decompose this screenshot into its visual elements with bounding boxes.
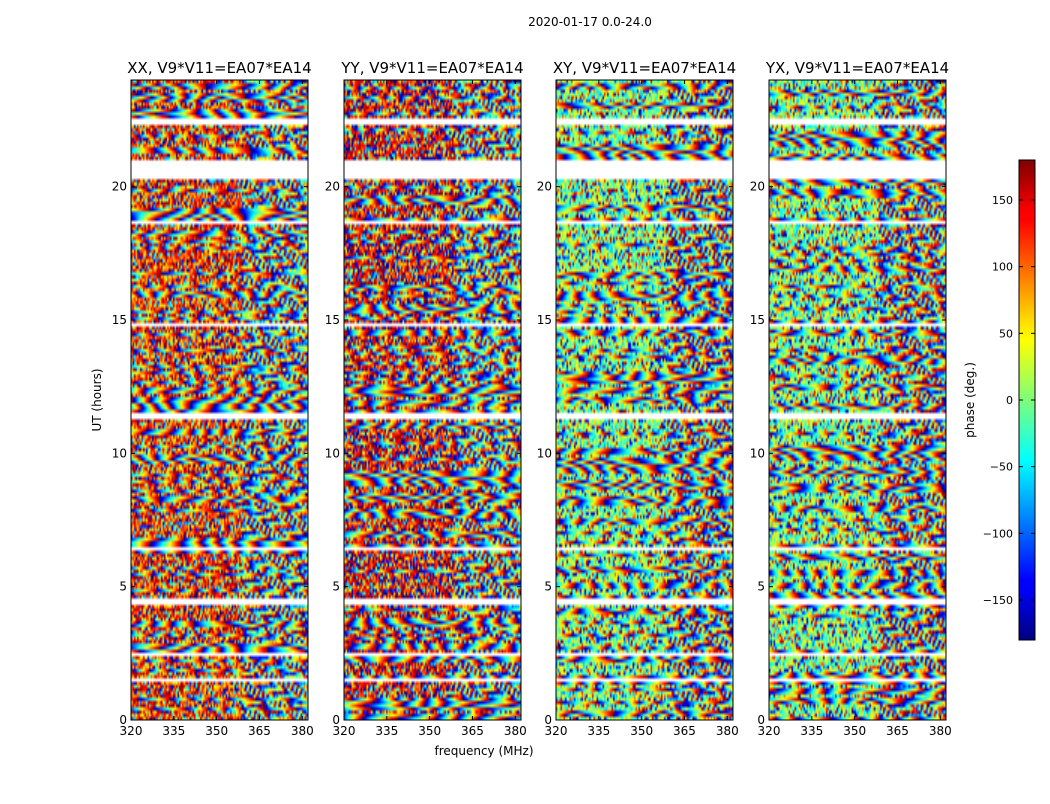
y-tick-label: 20 [112, 180, 127, 194]
y-tick-label: 15 [537, 313, 552, 327]
panel-frame [768, 79, 947, 721]
x-tick-label: 335 [800, 724, 823, 738]
x-tick-label: 365 [461, 724, 484, 738]
x-tick-label: 380 [504, 724, 527, 738]
y-tick-label: 5 [119, 580, 127, 594]
y-tick-label: 5 [332, 580, 340, 594]
y-tick-label: 0 [119, 713, 127, 727]
y-tick-label: 0 [757, 713, 765, 727]
x-tick-label: 350 [205, 724, 228, 738]
y-tick-label: 15 [325, 313, 340, 327]
x-tick-label: 380 [716, 724, 739, 738]
x-tick-label: 350 [843, 724, 866, 738]
panel-0: XX, V9*V11=EA07*EA14 320 335 350 365 380 0 5 10 1… [112, 59, 314, 738]
x-tick-label: 320 [333, 724, 356, 738]
panel-frame [130, 79, 309, 721]
panel-title: YX, V9*V11=EA07*EA14 [765, 59, 949, 77]
panel-2: XY, V9*V11=EA07*EA14 320 335 350 365 380 0 5 10 1… [537, 59, 739, 738]
y-tick-label: 20 [537, 180, 552, 194]
x-tick-label: 335 [587, 724, 610, 738]
y-tick-label: 10 [325, 446, 340, 460]
panel-heatmap [556, 80, 733, 720]
colorbar-tick-label: 100 [992, 261, 1013, 274]
figure-suptitle: 2020-01-17 0.0-24.0 [528, 15, 652, 29]
colorbar-tick-label: 50 [999, 327, 1013, 340]
x-tick-label: 320 [120, 724, 143, 738]
x-tick-label: 335 [375, 724, 398, 738]
y-tick-label: 10 [750, 446, 765, 460]
x-tick-label: 365 [673, 724, 696, 738]
y-tick-label: 20 [325, 180, 340, 194]
panel-title: XY, V9*V11=EA07*EA14 [553, 59, 736, 77]
x-axis-label: frequency (MHz) [434, 744, 533, 758]
colorbar-tick-label: 150 [992, 194, 1013, 207]
panel-title: YY, V9*V11=EA07*EA14 [340, 59, 523, 77]
panel-title: XX, V9*V11=EA07*EA14 [127, 59, 311, 77]
x-tick-label: 350 [418, 724, 441, 738]
y-tick-label: 15 [750, 313, 765, 327]
y-tick-label: 10 [112, 446, 127, 460]
y-tick-label: 20 [750, 180, 765, 194]
colorbar-tick-label: −150 [983, 594, 1013, 607]
x-tick-label: 380 [929, 724, 952, 738]
colorbar-tick-label: 0 [1006, 394, 1013, 407]
panel-frame [343, 79, 522, 721]
panel-1: YY, V9*V11=EA07*EA14 320 335 350 365 380 0 5 10 1… [325, 59, 527, 738]
panel-frame [555, 79, 734, 721]
colorbar-label: phase (deg.) [963, 362, 977, 438]
colorbar-tick-label: −100 [983, 527, 1013, 540]
y-tick-label: 0 [332, 713, 340, 727]
panel-heatmap [344, 80, 521, 720]
colorbar-tick-label: −50 [990, 461, 1013, 474]
colorbar: −150 −100 −50 0 50 100 150 phase (deg.) [963, 159, 1036, 641]
y-tick-label: 5 [544, 580, 552, 594]
x-tick-label: 380 [291, 724, 314, 738]
x-tick-label: 365 [886, 724, 909, 738]
x-tick-label: 320 [758, 724, 781, 738]
x-tick-label: 320 [545, 724, 568, 738]
panel-heatmap [131, 80, 308, 720]
panel-heatmap [769, 80, 946, 720]
y-tick-label: 15 [112, 313, 127, 327]
panel-3: YX, V9*V11=EA07*EA14 320 335 350 365 380 0 5 10 1… [750, 59, 952, 738]
y-tick-label: 5 [757, 580, 765, 594]
x-tick-label: 335 [162, 724, 185, 738]
y-tick-label: 10 [537, 446, 552, 460]
y-tick-label: 0 [544, 713, 552, 727]
x-tick-label: 350 [630, 724, 653, 738]
x-tick-label: 365 [248, 724, 271, 738]
y-axis-label: UT (hours) [90, 368, 104, 431]
